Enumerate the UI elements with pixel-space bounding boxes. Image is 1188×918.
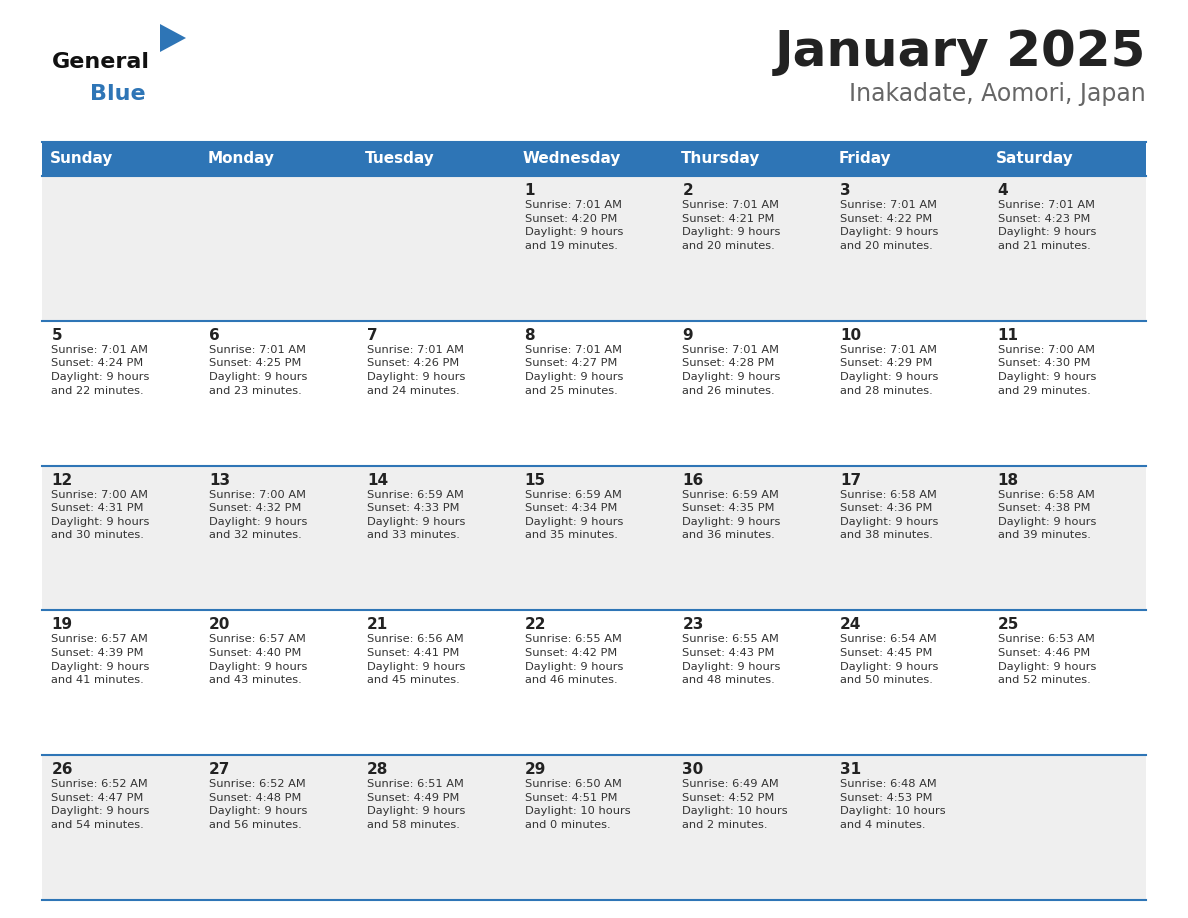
FancyBboxPatch shape [516,142,672,176]
Text: 23: 23 [682,618,703,633]
Text: Tuesday: Tuesday [366,151,435,166]
Text: 2: 2 [682,183,693,198]
Text: Sunrise: 7:01 AM
Sunset: 4:27 PM
Daylight: 9 hours
and 25 minutes.: Sunrise: 7:01 AM Sunset: 4:27 PM Dayligh… [525,345,623,396]
Text: Sunrise: 7:01 AM
Sunset: 4:28 PM
Daylight: 9 hours
and 26 minutes.: Sunrise: 7:01 AM Sunset: 4:28 PM Dayligh… [682,345,781,396]
Text: 3: 3 [840,183,851,198]
FancyBboxPatch shape [42,610,1146,756]
FancyBboxPatch shape [358,142,516,176]
Text: 19: 19 [51,618,72,633]
Text: 29: 29 [525,762,546,778]
Polygon shape [160,24,187,52]
Text: 31: 31 [840,762,861,778]
Text: Wednesday: Wednesday [523,151,621,166]
Text: 13: 13 [209,473,230,487]
Text: Sunrise: 7:01 AM
Sunset: 4:22 PM
Daylight: 9 hours
and 20 minutes.: Sunrise: 7:01 AM Sunset: 4:22 PM Dayligh… [840,200,939,251]
Text: 28: 28 [367,762,388,778]
Text: Sunrise: 7:01 AM
Sunset: 4:21 PM
Daylight: 9 hours
and 20 minutes.: Sunrise: 7:01 AM Sunset: 4:21 PM Dayligh… [682,200,781,251]
Text: 7: 7 [367,328,378,342]
Text: 14: 14 [367,473,388,487]
Text: 5: 5 [51,328,62,342]
Text: Sunday: Sunday [50,151,113,166]
Text: 10: 10 [840,328,861,342]
Text: Sunrise: 6:50 AM
Sunset: 4:51 PM
Daylight: 10 hours
and 0 minutes.: Sunrise: 6:50 AM Sunset: 4:51 PM Dayligh… [525,779,630,830]
FancyBboxPatch shape [42,142,200,176]
Text: 30: 30 [682,762,703,778]
FancyBboxPatch shape [42,176,1146,320]
Text: Sunrise: 6:57 AM
Sunset: 4:39 PM
Daylight: 9 hours
and 41 minutes.: Sunrise: 6:57 AM Sunset: 4:39 PM Dayligh… [51,634,150,685]
Text: Sunrise: 6:58 AM
Sunset: 4:36 PM
Daylight: 9 hours
and 38 minutes.: Sunrise: 6:58 AM Sunset: 4:36 PM Dayligh… [840,489,939,541]
Text: Sunrise: 7:01 AM
Sunset: 4:20 PM
Daylight: 9 hours
and 19 minutes.: Sunrise: 7:01 AM Sunset: 4:20 PM Dayligh… [525,200,623,251]
Text: Monday: Monday [208,151,274,166]
Text: 27: 27 [209,762,230,778]
Text: 25: 25 [998,618,1019,633]
Text: Sunrise: 7:00 AM
Sunset: 4:32 PM
Daylight: 9 hours
and 32 minutes.: Sunrise: 7:00 AM Sunset: 4:32 PM Dayligh… [209,489,308,541]
Text: Sunrise: 6:59 AM
Sunset: 4:33 PM
Daylight: 9 hours
and 33 minutes.: Sunrise: 6:59 AM Sunset: 4:33 PM Dayligh… [367,489,466,541]
Text: Sunrise: 7:00 AM
Sunset: 4:30 PM
Daylight: 9 hours
and 29 minutes.: Sunrise: 7:00 AM Sunset: 4:30 PM Dayligh… [998,345,1097,396]
Text: Sunrise: 6:57 AM
Sunset: 4:40 PM
Daylight: 9 hours
and 43 minutes.: Sunrise: 6:57 AM Sunset: 4:40 PM Dayligh… [209,634,308,685]
Text: Inakadate, Aomori, Japan: Inakadate, Aomori, Japan [849,82,1146,106]
Text: Sunrise: 6:52 AM
Sunset: 4:47 PM
Daylight: 9 hours
and 54 minutes.: Sunrise: 6:52 AM Sunset: 4:47 PM Dayligh… [51,779,150,830]
Text: 1: 1 [525,183,535,198]
Text: 12: 12 [51,473,72,487]
Text: 4: 4 [998,183,1009,198]
Text: Sunrise: 6:48 AM
Sunset: 4:53 PM
Daylight: 10 hours
and 4 minutes.: Sunrise: 6:48 AM Sunset: 4:53 PM Dayligh… [840,779,946,830]
Text: Friday: Friday [839,151,891,166]
Text: Sunrise: 6:56 AM
Sunset: 4:41 PM
Daylight: 9 hours
and 45 minutes.: Sunrise: 6:56 AM Sunset: 4:41 PM Dayligh… [367,634,466,685]
Text: Thursday: Thursday [681,151,760,166]
FancyBboxPatch shape [988,142,1146,176]
Text: 24: 24 [840,618,861,633]
Text: 22: 22 [525,618,546,633]
FancyBboxPatch shape [42,465,1146,610]
Text: Sunrise: 6:55 AM
Sunset: 4:42 PM
Daylight: 9 hours
and 46 minutes.: Sunrise: 6:55 AM Sunset: 4:42 PM Dayligh… [525,634,623,685]
Text: 6: 6 [209,328,220,342]
Text: Blue: Blue [90,84,146,104]
Text: January 2025: January 2025 [775,28,1146,76]
Text: 17: 17 [840,473,861,487]
Text: Sunrise: 7:01 AM
Sunset: 4:29 PM
Daylight: 9 hours
and 28 minutes.: Sunrise: 7:01 AM Sunset: 4:29 PM Dayligh… [840,345,939,396]
Text: Sunrise: 7:01 AM
Sunset: 4:24 PM
Daylight: 9 hours
and 22 minutes.: Sunrise: 7:01 AM Sunset: 4:24 PM Dayligh… [51,345,150,396]
Text: Sunrise: 7:01 AM
Sunset: 4:26 PM
Daylight: 9 hours
and 24 minutes.: Sunrise: 7:01 AM Sunset: 4:26 PM Dayligh… [367,345,466,396]
Text: Sunrise: 6:54 AM
Sunset: 4:45 PM
Daylight: 9 hours
and 50 minutes.: Sunrise: 6:54 AM Sunset: 4:45 PM Dayligh… [840,634,939,685]
Text: 26: 26 [51,762,72,778]
Text: 20: 20 [209,618,230,633]
Text: 21: 21 [367,618,388,633]
Text: Sunrise: 6:51 AM
Sunset: 4:49 PM
Daylight: 9 hours
and 58 minutes.: Sunrise: 6:51 AM Sunset: 4:49 PM Dayligh… [367,779,466,830]
Text: Sunrise: 7:00 AM
Sunset: 4:31 PM
Daylight: 9 hours
and 30 minutes.: Sunrise: 7:00 AM Sunset: 4:31 PM Dayligh… [51,489,150,541]
Text: 11: 11 [998,328,1019,342]
FancyBboxPatch shape [42,756,1146,900]
Text: Sunrise: 7:01 AM
Sunset: 4:23 PM
Daylight: 9 hours
and 21 minutes.: Sunrise: 7:01 AM Sunset: 4:23 PM Dayligh… [998,200,1097,251]
FancyBboxPatch shape [42,320,1146,465]
FancyBboxPatch shape [200,142,358,176]
Text: General: General [52,52,150,72]
Text: 9: 9 [682,328,693,342]
Text: Sunrise: 6:52 AM
Sunset: 4:48 PM
Daylight: 9 hours
and 56 minutes.: Sunrise: 6:52 AM Sunset: 4:48 PM Dayligh… [209,779,308,830]
Text: 18: 18 [998,473,1019,487]
FancyBboxPatch shape [672,142,830,176]
Text: Sunrise: 6:59 AM
Sunset: 4:34 PM
Daylight: 9 hours
and 35 minutes.: Sunrise: 6:59 AM Sunset: 4:34 PM Dayligh… [525,489,623,541]
Text: 16: 16 [682,473,703,487]
Text: Sunrise: 6:59 AM
Sunset: 4:35 PM
Daylight: 9 hours
and 36 minutes.: Sunrise: 6:59 AM Sunset: 4:35 PM Dayligh… [682,489,781,541]
Text: 8: 8 [525,328,536,342]
Text: Saturday: Saturday [997,151,1074,166]
FancyBboxPatch shape [830,142,988,176]
Text: Sunrise: 6:58 AM
Sunset: 4:38 PM
Daylight: 9 hours
and 39 minutes.: Sunrise: 6:58 AM Sunset: 4:38 PM Dayligh… [998,489,1097,541]
Text: Sunrise: 6:53 AM
Sunset: 4:46 PM
Daylight: 9 hours
and 52 minutes.: Sunrise: 6:53 AM Sunset: 4:46 PM Dayligh… [998,634,1097,685]
Text: Sunrise: 6:49 AM
Sunset: 4:52 PM
Daylight: 10 hours
and 2 minutes.: Sunrise: 6:49 AM Sunset: 4:52 PM Dayligh… [682,779,788,830]
Text: 15: 15 [525,473,545,487]
Text: Sunrise: 6:55 AM
Sunset: 4:43 PM
Daylight: 9 hours
and 48 minutes.: Sunrise: 6:55 AM Sunset: 4:43 PM Dayligh… [682,634,781,685]
Text: Sunrise: 7:01 AM
Sunset: 4:25 PM
Daylight: 9 hours
and 23 minutes.: Sunrise: 7:01 AM Sunset: 4:25 PM Dayligh… [209,345,308,396]
